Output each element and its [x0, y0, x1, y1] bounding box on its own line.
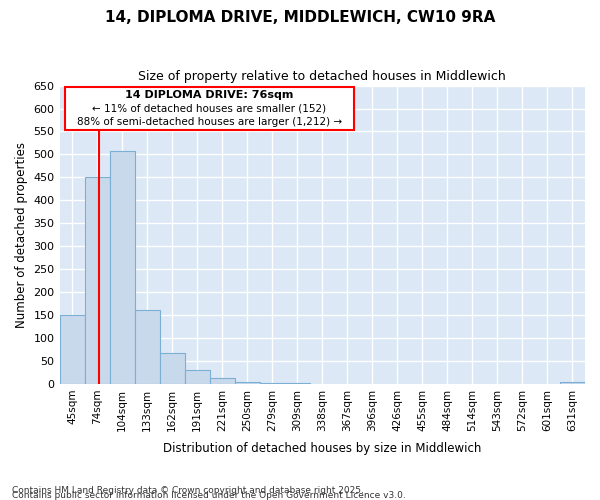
Bar	[110, 151, 134, 384]
Bar	[260, 383, 285, 384]
Bar	[185, 370, 209, 384]
Text: 88% of semi-detached houses are larger (1,212) →: 88% of semi-detached houses are larger (…	[77, 117, 342, 127]
Bar	[59, 315, 85, 384]
FancyBboxPatch shape	[65, 87, 354, 130]
Bar	[235, 382, 260, 384]
Title: Size of property relative to detached houses in Middlewich: Size of property relative to detached ho…	[139, 70, 506, 83]
X-axis label: Distribution of detached houses by size in Middlewich: Distribution of detached houses by size …	[163, 442, 481, 455]
Bar	[85, 178, 110, 384]
Text: 14 DIPLOMA DRIVE: 76sqm: 14 DIPLOMA DRIVE: 76sqm	[125, 90, 293, 100]
Text: ← 11% of detached houses are smaller (152): ← 11% of detached houses are smaller (15…	[92, 104, 326, 114]
Bar	[134, 310, 160, 384]
Bar	[560, 382, 585, 384]
Y-axis label: Number of detached properties: Number of detached properties	[15, 142, 28, 328]
Text: 14, DIPLOMA DRIVE, MIDDLEWICH, CW10 9RA: 14, DIPLOMA DRIVE, MIDDLEWICH, CW10 9RA	[105, 10, 495, 25]
Bar	[160, 352, 185, 384]
Text: Contains public sector information licensed under the Open Government Licence v3: Contains public sector information licen…	[12, 491, 406, 500]
Text: Contains HM Land Registry data © Crown copyright and database right 2025.: Contains HM Land Registry data © Crown c…	[12, 486, 364, 495]
Bar	[209, 378, 235, 384]
